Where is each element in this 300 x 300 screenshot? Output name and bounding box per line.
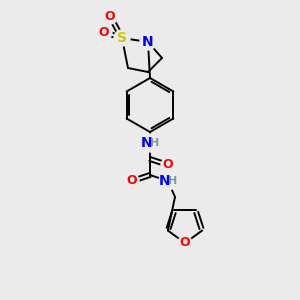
Text: O: O	[163, 158, 173, 172]
Text: N: N	[142, 35, 154, 49]
Text: H: H	[168, 176, 178, 186]
Text: O: O	[99, 26, 109, 38]
Circle shape	[178, 236, 192, 250]
Text: O: O	[105, 10, 115, 22]
Circle shape	[140, 34, 156, 50]
Circle shape	[159, 172, 177, 190]
Circle shape	[161, 158, 175, 172]
Circle shape	[96, 24, 112, 40]
Circle shape	[114, 30, 130, 46]
Circle shape	[125, 174, 139, 188]
Text: O: O	[180, 236, 190, 250]
Circle shape	[141, 134, 159, 152]
Text: N: N	[159, 174, 171, 188]
Text: S: S	[117, 31, 127, 45]
Text: N: N	[141, 136, 153, 150]
Text: O: O	[127, 175, 137, 188]
Circle shape	[102, 8, 118, 24]
Text: H: H	[150, 138, 160, 148]
